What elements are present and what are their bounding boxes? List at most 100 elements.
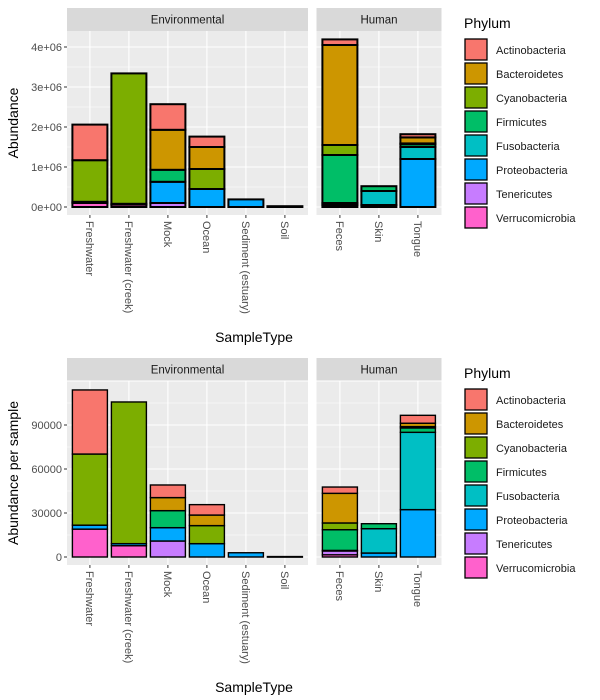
bar-segment-actinobacteria bbox=[399, 414, 437, 424]
x-tick-label: Ocean bbox=[200, 221, 212, 253]
x-axis-title: SampleType bbox=[215, 679, 293, 695]
legend-label: Firmicutes bbox=[496, 467, 547, 479]
y-tick-label: 1e+06 bbox=[31, 162, 62, 174]
legend-key-tenericutes bbox=[464, 532, 488, 555]
legend-label: Cyanobacteria bbox=[496, 93, 568, 105]
y-axis-title: Abundance per sample bbox=[5, 401, 21, 545]
legend-label: Verrucomicrobia bbox=[496, 563, 576, 575]
legend-key-actinobacteria bbox=[464, 388, 488, 411]
y-tick-label: 30000 bbox=[31, 508, 62, 520]
bar-segment-firmicutes bbox=[360, 185, 398, 192]
legend-title: Phylum bbox=[464, 365, 511, 381]
x-tick-label: Tongue bbox=[411, 571, 423, 607]
facet-strip bbox=[316, 358, 442, 381]
legend-key-cyanobacteria bbox=[464, 86, 488, 109]
bar-segment-proteobacteria bbox=[266, 555, 304, 558]
y-axis-title: Abundance bbox=[5, 87, 21, 158]
legend-label: Actinobacteria bbox=[496, 395, 567, 407]
x-tick-label: Mock bbox=[161, 571, 173, 598]
legend-label: Proteobacteria bbox=[496, 515, 568, 527]
bar-segment-firmicutes bbox=[321, 154, 359, 204]
bar-segment-actinobacteria bbox=[188, 135, 226, 149]
facet-strip bbox=[67, 358, 308, 381]
bar-segment-proteobacteria bbox=[399, 158, 437, 208]
x-tick-label: Skin bbox=[372, 221, 384, 242]
facet-strip bbox=[67, 8, 308, 31]
bar-segment-verrucomicrobia bbox=[71, 528, 109, 558]
facet-strip-label: Human bbox=[360, 15, 397, 27]
bar-segment-proteobacteria bbox=[227, 552, 265, 558]
bar-segment-cyanobacteria bbox=[321, 144, 359, 156]
bar-segment-bacteroidetes bbox=[321, 44, 359, 146]
bar-segment-actinobacteria bbox=[399, 133, 437, 139]
bar-segment-firmicutes bbox=[149, 168, 187, 183]
bar-segment-fusobacteria bbox=[360, 190, 398, 206]
bar-segment-fusobacteria bbox=[399, 431, 437, 511]
legend-title: Phylum bbox=[464, 15, 511, 31]
x-tick-label: Sediment (estuary) bbox=[239, 221, 251, 314]
x-tick-label: Sediment (estuary) bbox=[239, 571, 251, 664]
bar-segment-firmicutes bbox=[321, 529, 359, 552]
bar-segment-cyanobacteria bbox=[321, 522, 359, 531]
bar-segment-bacteroidetes bbox=[321, 492, 359, 524]
bar-segment-tenericutes bbox=[149, 540, 187, 558]
legend-key-verrucomicrobia bbox=[464, 206, 488, 229]
bar-segment-proteobacteria bbox=[188, 542, 226, 558]
y-tick-label: 0e+00 bbox=[31, 202, 62, 214]
x-tick-label: Mock bbox=[161, 221, 173, 248]
facet-environmental: Environmental Freshwater Freshwater (creek… bbox=[67, 8, 308, 314]
facet-strip-label: Environmental bbox=[151, 365, 225, 377]
bar-segment-actinobacteria bbox=[321, 38, 359, 47]
legend-key-tenericutes bbox=[464, 182, 488, 205]
x-tick-label: Feces bbox=[333, 221, 345, 251]
bar-segment-cyanobacteria bbox=[71, 453, 109, 526]
legend-label: Bacteroidetes bbox=[496, 419, 564, 431]
bar-segment-proteobacteria bbox=[149, 526, 187, 542]
bar-segment-proteobacteria bbox=[149, 180, 187, 205]
bar-segment-cyanobacteria bbox=[188, 168, 226, 190]
y-tick-label: 90000 bbox=[31, 420, 62, 432]
facet-strip bbox=[316, 8, 442, 31]
bar-segment-actinobacteria bbox=[71, 389, 109, 455]
bar-segment-proteobacteria bbox=[399, 508, 437, 558]
facet-strip-label: Human bbox=[360, 365, 397, 377]
x-tick-label: Feces bbox=[333, 571, 345, 601]
bar-segment-actinobacteria bbox=[149, 484, 187, 499]
bar-segment-bacteroidetes bbox=[188, 146, 226, 170]
legend-key-proteobacteria bbox=[464, 158, 488, 181]
x-axis-title: SampleType bbox=[215, 329, 293, 345]
x-tick-label: Skin bbox=[372, 571, 384, 592]
y-tick-label: 2e+06 bbox=[31, 122, 62, 134]
x-tick-label: Freshwater bbox=[83, 571, 95, 626]
legend-key-bacteroidetes bbox=[464, 62, 488, 85]
facet-environmental: Environmental Freshwater Freshwater (creek… bbox=[67, 358, 308, 664]
x-tick-label: Soil bbox=[278, 571, 290, 589]
legend-key-cyanobacteria bbox=[464, 436, 488, 459]
x-tick-label: Freshwater (creek) bbox=[122, 221, 134, 313]
legend-key-proteobacteria bbox=[464, 508, 488, 531]
legend-key-actinobacteria bbox=[464, 38, 488, 61]
bar-segment-fusobacteria bbox=[399, 146, 437, 160]
legend-label: Tenericutes bbox=[496, 539, 553, 551]
bar-segment-bacteroidetes bbox=[149, 128, 187, 171]
bar-segment-cyanobacteria bbox=[188, 524, 226, 545]
legend-label: Proteobacteria bbox=[496, 165, 568, 177]
bar-segment-firmicutes bbox=[360, 523, 398, 530]
x-tick-label: Freshwater bbox=[83, 221, 95, 276]
legend-label: Fusobacteria bbox=[496, 491, 560, 503]
legend-label: Actinobacteria bbox=[496, 45, 567, 57]
bar-segment-cyanobacteria bbox=[71, 159, 109, 203]
bar-segment-actinobacteria bbox=[71, 123, 109, 162]
legend-key-firmicutes bbox=[464, 460, 488, 483]
y-tick-label: 0 bbox=[56, 552, 62, 564]
legend-key-firmicutes bbox=[464, 110, 488, 133]
legend-key-fusobacteria bbox=[464, 134, 488, 157]
bar-segment-actinobacteria bbox=[188, 503, 226, 516]
legend: Phylum Actinobacteria Bacteroidetes Cyanoba… bbox=[464, 365, 576, 579]
bar-segment-proteobacteria bbox=[266, 205, 304, 208]
legend: Phylum Actinobacteria Bacteroidetes Cyanoba… bbox=[464, 15, 576, 229]
bar-segment-proteobacteria bbox=[227, 198, 265, 208]
legend-key-bacteroidetes bbox=[464, 412, 488, 435]
bar-segment-bacteroidetes bbox=[149, 496, 187, 512]
